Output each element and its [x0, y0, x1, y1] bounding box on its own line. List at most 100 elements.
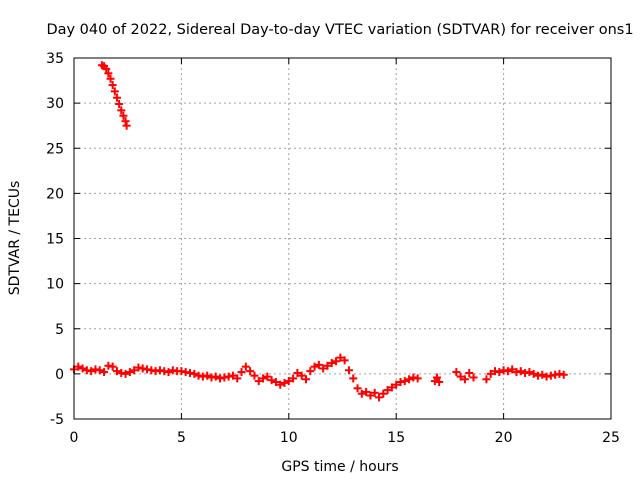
data-point — [319, 364, 328, 373]
data-layer — [70, 61, 568, 402]
data-point — [254, 377, 263, 386]
data-point — [460, 375, 469, 384]
data-point — [370, 388, 379, 397]
data-point — [110, 87, 119, 96]
x-tick-label: 10 — [280, 430, 298, 446]
x-tick-label: 15 — [387, 430, 405, 446]
data-point — [332, 357, 341, 366]
y-tick-label: 35 — [46, 51, 64, 67]
x-tick-label: 25 — [602, 430, 620, 446]
data-point — [362, 387, 371, 396]
data-point — [100, 368, 109, 377]
data-point — [117, 106, 126, 115]
data-point — [482, 375, 491, 384]
y-tick-label: 30 — [46, 96, 64, 112]
data-point — [413, 374, 422, 383]
data-point — [392, 380, 401, 389]
data-point — [495, 368, 504, 377]
data-point — [310, 362, 319, 371]
data-point — [357, 389, 366, 398]
data-point — [112, 93, 121, 102]
data-point — [456, 372, 465, 381]
data-point — [228, 371, 237, 380]
data-point — [95, 366, 104, 375]
data-point — [375, 393, 384, 402]
y-tick-label: 25 — [46, 141, 64, 157]
data-point — [203, 371, 212, 380]
data-point — [74, 362, 83, 371]
data-point — [125, 368, 134, 377]
data-point — [383, 386, 392, 395]
data-point — [508, 365, 517, 374]
data-point — [78, 364, 87, 373]
data-point — [301, 375, 310, 384]
data-point — [336, 353, 345, 362]
data-point — [108, 362, 117, 371]
y-tick-label: 0 — [55, 367, 64, 383]
data-point — [529, 369, 538, 378]
data-point — [435, 377, 444, 386]
data-point — [267, 376, 276, 385]
data-point — [108, 81, 117, 90]
x-tick-label: 20 — [495, 430, 513, 446]
y-tick-label: 5 — [55, 322, 64, 338]
y-tick-label: 20 — [46, 186, 64, 202]
data-point — [379, 389, 388, 398]
axis-layer: 0 5 10 15 20 25 -5 0 5 10 15 20 25 30 35 — [46, 51, 620, 446]
data-point — [271, 377, 280, 386]
data-point — [349, 374, 358, 383]
data-point — [87, 367, 96, 376]
chart-title: Day 040 of 2022, Sidereal Day-to-day VTE… — [46, 22, 633, 38]
data-point — [314, 360, 323, 369]
data-point — [465, 368, 474, 377]
data-point — [112, 367, 121, 376]
data-point — [280, 378, 289, 387]
data-point — [233, 374, 242, 383]
data-point — [405, 375, 414, 384]
data-point — [119, 111, 128, 120]
data-point — [387, 383, 396, 392]
data-point — [102, 64, 111, 73]
data-point — [340, 356, 349, 365]
data-point — [452, 368, 461, 377]
data-point — [130, 366, 139, 375]
data-point — [353, 384, 362, 393]
data-point — [250, 371, 259, 380]
data-point — [293, 368, 302, 377]
data-point — [327, 359, 336, 368]
data-point — [469, 373, 478, 382]
data-point — [366, 391, 375, 400]
y-tick-label: 15 — [46, 232, 64, 248]
data-point — [241, 362, 250, 371]
y-axis-label: SDTVAR / TECUs — [7, 181, 23, 296]
data-point — [237, 368, 246, 377]
x-tick-label: 5 — [177, 430, 186, 446]
data-point — [104, 69, 113, 78]
data-point — [400, 377, 409, 386]
data-point — [263, 372, 272, 381]
data-point — [559, 370, 568, 379]
data-point — [106, 74, 115, 83]
data-point — [121, 369, 130, 378]
y-tick-label: 10 — [46, 277, 64, 293]
data-point — [503, 367, 512, 376]
data-point — [164, 368, 173, 377]
data-point — [259, 374, 268, 383]
data-point — [289, 374, 298, 383]
data-point — [538, 370, 547, 379]
data-point — [246, 367, 255, 376]
data-point — [211, 372, 220, 381]
x-axis-label: GPS time / hours — [281, 459, 398, 475]
data-point — [323, 361, 332, 370]
data-point — [433, 373, 442, 382]
data-point — [115, 100, 124, 109]
data-point — [121, 117, 130, 126]
x-tick-label: 0 — [70, 430, 79, 446]
data-point — [516, 367, 525, 376]
data-point — [284, 377, 293, 386]
y-tick-label: -5 — [50, 412, 64, 428]
data-point — [122, 121, 131, 130]
grid-layer — [74, 58, 611, 419]
data-point — [525, 368, 534, 377]
